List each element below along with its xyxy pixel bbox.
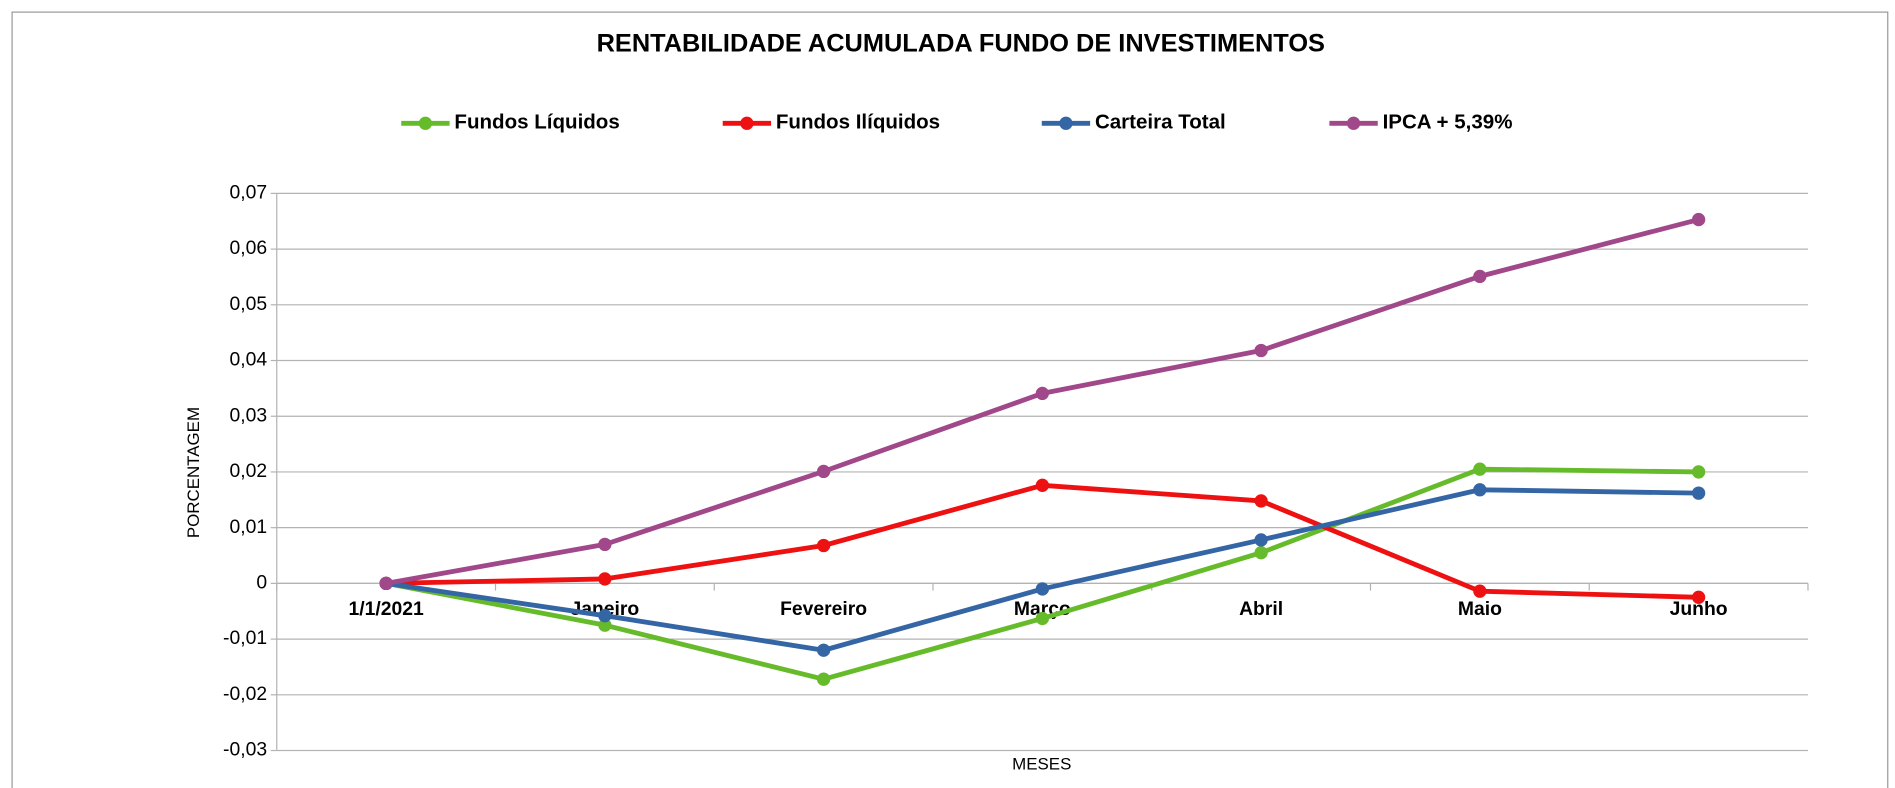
- data-point: [1473, 483, 1487, 497]
- data-point: [598, 572, 612, 586]
- data-point: [1691, 465, 1706, 479]
- data-point: [1691, 486, 1706, 500]
- y-tick-label: -0,02: [223, 684, 267, 705]
- data-point: [1691, 212, 1706, 227]
- y-tick-label: 0,03: [229, 405, 267, 426]
- series-line: [385, 217, 1700, 586]
- legend-label: IPCA + 5,39%: [1383, 111, 1513, 134]
- data-point: [1035, 582, 1050, 596]
- legend-marker: [418, 116, 433, 130]
- data-point: [1473, 584, 1487, 598]
- y-tick-label: 0,01: [229, 517, 267, 538]
- data-point: [1254, 343, 1268, 358]
- y-tick-label: 0,06: [229, 238, 267, 259]
- y-tick-label: 0,04: [229, 350, 267, 371]
- data-point: [1473, 462, 1487, 476]
- data-point: [1254, 494, 1268, 508]
- y-tick-label: 0: [256, 572, 267, 593]
- y-tick-label: -0,01: [223, 628, 267, 649]
- data-point: [1035, 611, 1050, 626]
- data-point: [598, 609, 612, 623]
- data-point: [816, 538, 831, 553]
- data-point: [1035, 386, 1050, 401]
- y-tick-label: 0,02: [229, 461, 267, 482]
- x-tick-label: Junho: [1670, 599, 1728, 620]
- x-tick-label: Fevereiro: [780, 599, 867, 620]
- data-point: [598, 618, 612, 632]
- legend-label: Carteira Total: [1095, 111, 1226, 134]
- data-point: [1254, 546, 1268, 560]
- chart-frame: [11, 11, 1889, 788]
- legend-marker: [740, 116, 754, 130]
- legend-marker: [1346, 116, 1361, 130]
- legend-marker: [1059, 116, 1073, 130]
- data-point: [1473, 269, 1487, 284]
- data-point: [1691, 590, 1706, 604]
- series-line: [386, 482, 1699, 600]
- data-point: [816, 464, 831, 479]
- x-tick-label: Abril: [1239, 599, 1283, 620]
- data-point: [816, 643, 831, 657]
- x-axis-label: MESES: [1012, 754, 1071, 773]
- series-line: [385, 487, 1699, 653]
- y-tick-label: 0,07: [229, 182, 267, 203]
- series-line: [385, 466, 1699, 682]
- x-tick-label: Maio: [1458, 599, 1502, 620]
- data-point: [1035, 478, 1050, 492]
- legend-label: Fundos Ilíquidos: [776, 111, 940, 134]
- data-point: [1254, 533, 1268, 547]
- x-tick-label: 1/1/2021: [349, 599, 424, 620]
- y-tick-label: 0,05: [229, 294, 267, 315]
- y-axis-label: PORCENTAGEM: [184, 407, 203, 538]
- chart-title: RENTABILIDADE ACUMULADA FUNDO DE INVESTI…: [597, 29, 1325, 57]
- y-tick-label: -0,03: [223, 740, 267, 761]
- data-point: [816, 672, 831, 686]
- data-point: [598, 537, 612, 552]
- legend-label: Fundos Líquidos: [454, 111, 619, 134]
- data-point: [379, 576, 393, 591]
